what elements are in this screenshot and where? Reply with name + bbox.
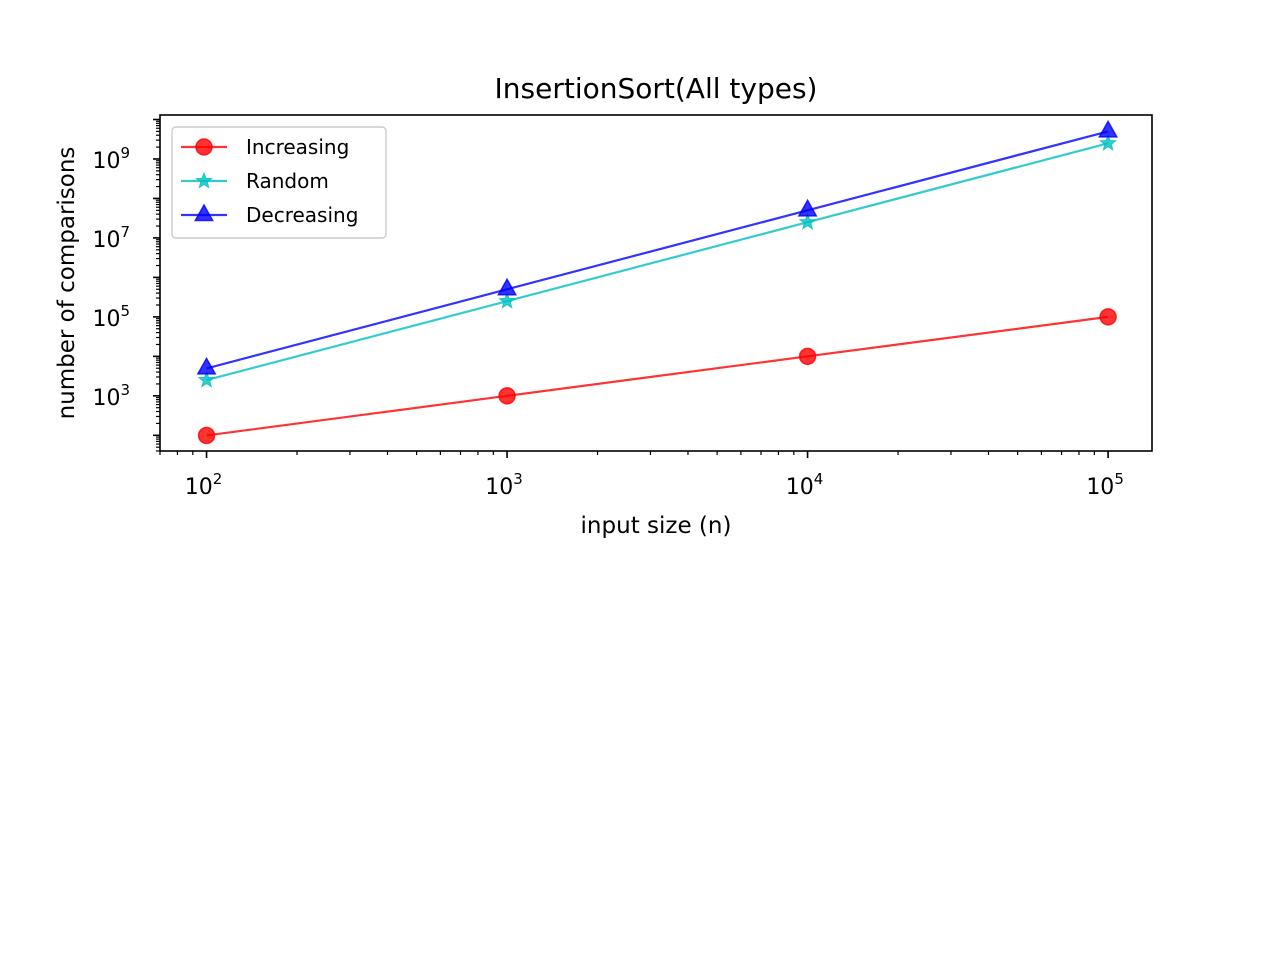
series-line	[206, 142, 1109, 382]
circle-marker	[798, 347, 817, 366]
y-axis-label: number of comparisons	[54, 147, 80, 420]
y-tick-label: 105	[92, 302, 130, 332]
triangle-marker	[797, 198, 818, 217]
x-tick-label: 103	[485, 470, 523, 500]
star-marker	[1099, 133, 1118, 151]
series-decreasing	[196, 119, 1119, 375]
legend-item-random: Random	[181, 169, 329, 193]
y-tick-label: 103	[92, 381, 130, 411]
legend-label: Decreasing	[246, 203, 358, 227]
star-marker	[195, 171, 213, 189]
chart-title: InsertionSort(All types)	[495, 72, 818, 105]
circle-marker	[195, 138, 213, 156]
circle-marker	[1099, 308, 1117, 326]
series-layer	[196, 119, 1119, 445]
triangle-marker	[194, 203, 214, 222]
star-marker	[798, 212, 817, 230]
y-tick-label: 107	[92, 223, 130, 253]
legend-item-decreasing: Decreasing	[181, 203, 358, 227]
star-marker	[498, 291, 517, 309]
circle-marker	[197, 426, 216, 445]
series-line	[206, 130, 1109, 370]
series-random	[197, 133, 1118, 388]
x-tick-label: 102	[185, 470, 223, 500]
y-tick-label: 109	[92, 144, 130, 174]
star-marker	[197, 370, 216, 388]
legend-label: Increasing	[246, 135, 349, 159]
triangle-marker	[497, 277, 518, 296]
circle-marker	[498, 387, 516, 405]
x-axis-label: input size (n)	[581, 513, 732, 539]
y-axis: 103 105 107 109	[92, 118, 160, 452]
series-increasing	[197, 308, 1117, 445]
series-line	[206, 315, 1109, 437]
x-axis: 102 103 104 105	[159, 451, 1124, 500]
axes-frame	[159, 114, 1153, 452]
triangle-marker	[1098, 119, 1119, 138]
legend-label: Random	[246, 169, 329, 193]
legend: Increasing Random Decreasing	[171, 126, 387, 239]
legend-item-increasing: Increasing	[181, 135, 349, 159]
legend-box	[171, 126, 387, 239]
triangle-marker	[196, 356, 217, 375]
x-tick-label: 105	[1086, 470, 1124, 500]
x-tick-label: 104	[786, 470, 824, 500]
